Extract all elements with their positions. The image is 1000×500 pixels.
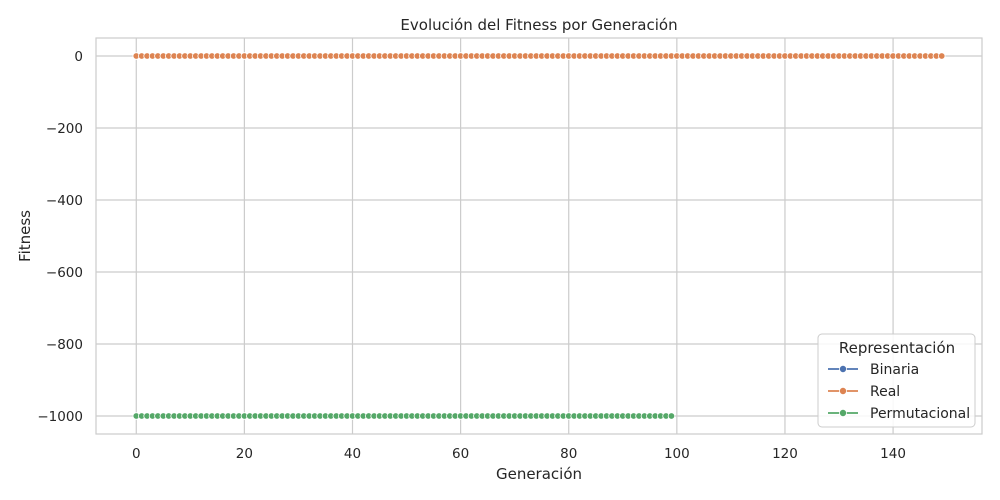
legend-items: Binaria Real Permutacional	[828, 362, 970, 422]
y-tick-label: −800	[46, 337, 83, 353]
plot-border	[95, 37, 983, 435]
x-tick-label: 20	[236, 446, 253, 462]
x-tick-label: 100	[664, 446, 690, 462]
legend-marker-permutacional	[839, 408, 848, 417]
x-tick-label: 60	[452, 446, 469, 462]
x-tick-label: 0	[132, 446, 141, 462]
y-tick-label: −400	[46, 193, 83, 209]
y-tick-label: 0	[74, 49, 83, 65]
y-tick-label: −200	[46, 121, 83, 137]
legend: Representación Binaria Real Permutacional	[817, 333, 976, 428]
data-point-permutacional	[667, 412, 676, 420]
y-tick-labels: 0 −200 −400 −600 −800 −1000	[37, 49, 83, 425]
legend-box	[817, 333, 976, 428]
legend-label-permutacional: Permutacional	[870, 406, 970, 422]
legend-marker-real	[839, 386, 848, 395]
x-tick-labels: 0 20 40 60 80 100 120 140	[132, 446, 906, 462]
series-permutacional	[132, 412, 676, 420]
legend-item-permutacional: Permutacional	[828, 406, 970, 422]
y-tick-label: −1000	[37, 409, 83, 425]
legend-title: Representación	[839, 339, 955, 357]
legend-label-real: Real	[870, 384, 900, 400]
legend-marker-binaria	[839, 364, 848, 373]
data-point-real	[938, 52, 946, 60]
legend-item-binaria: Binaria	[828, 362, 919, 378]
y-tick-label: −600	[46, 265, 83, 281]
series-layer	[132, 52, 946, 420]
x-tick-label: 140	[880, 446, 906, 462]
x-tick-label: 80	[560, 446, 577, 462]
legend-item-real: Real	[828, 384, 900, 400]
x-tick-label: 120	[772, 446, 798, 462]
x-axis-label: Generación	[496, 465, 582, 483]
y-axis-label: Fitness	[16, 210, 34, 262]
chart-title: Evolución del Fitness por Generación	[400, 16, 677, 34]
x-tick-label: 40	[344, 446, 361, 462]
legend-label-binaria: Binaria	[870, 362, 919, 378]
series-real	[132, 52, 946, 60]
